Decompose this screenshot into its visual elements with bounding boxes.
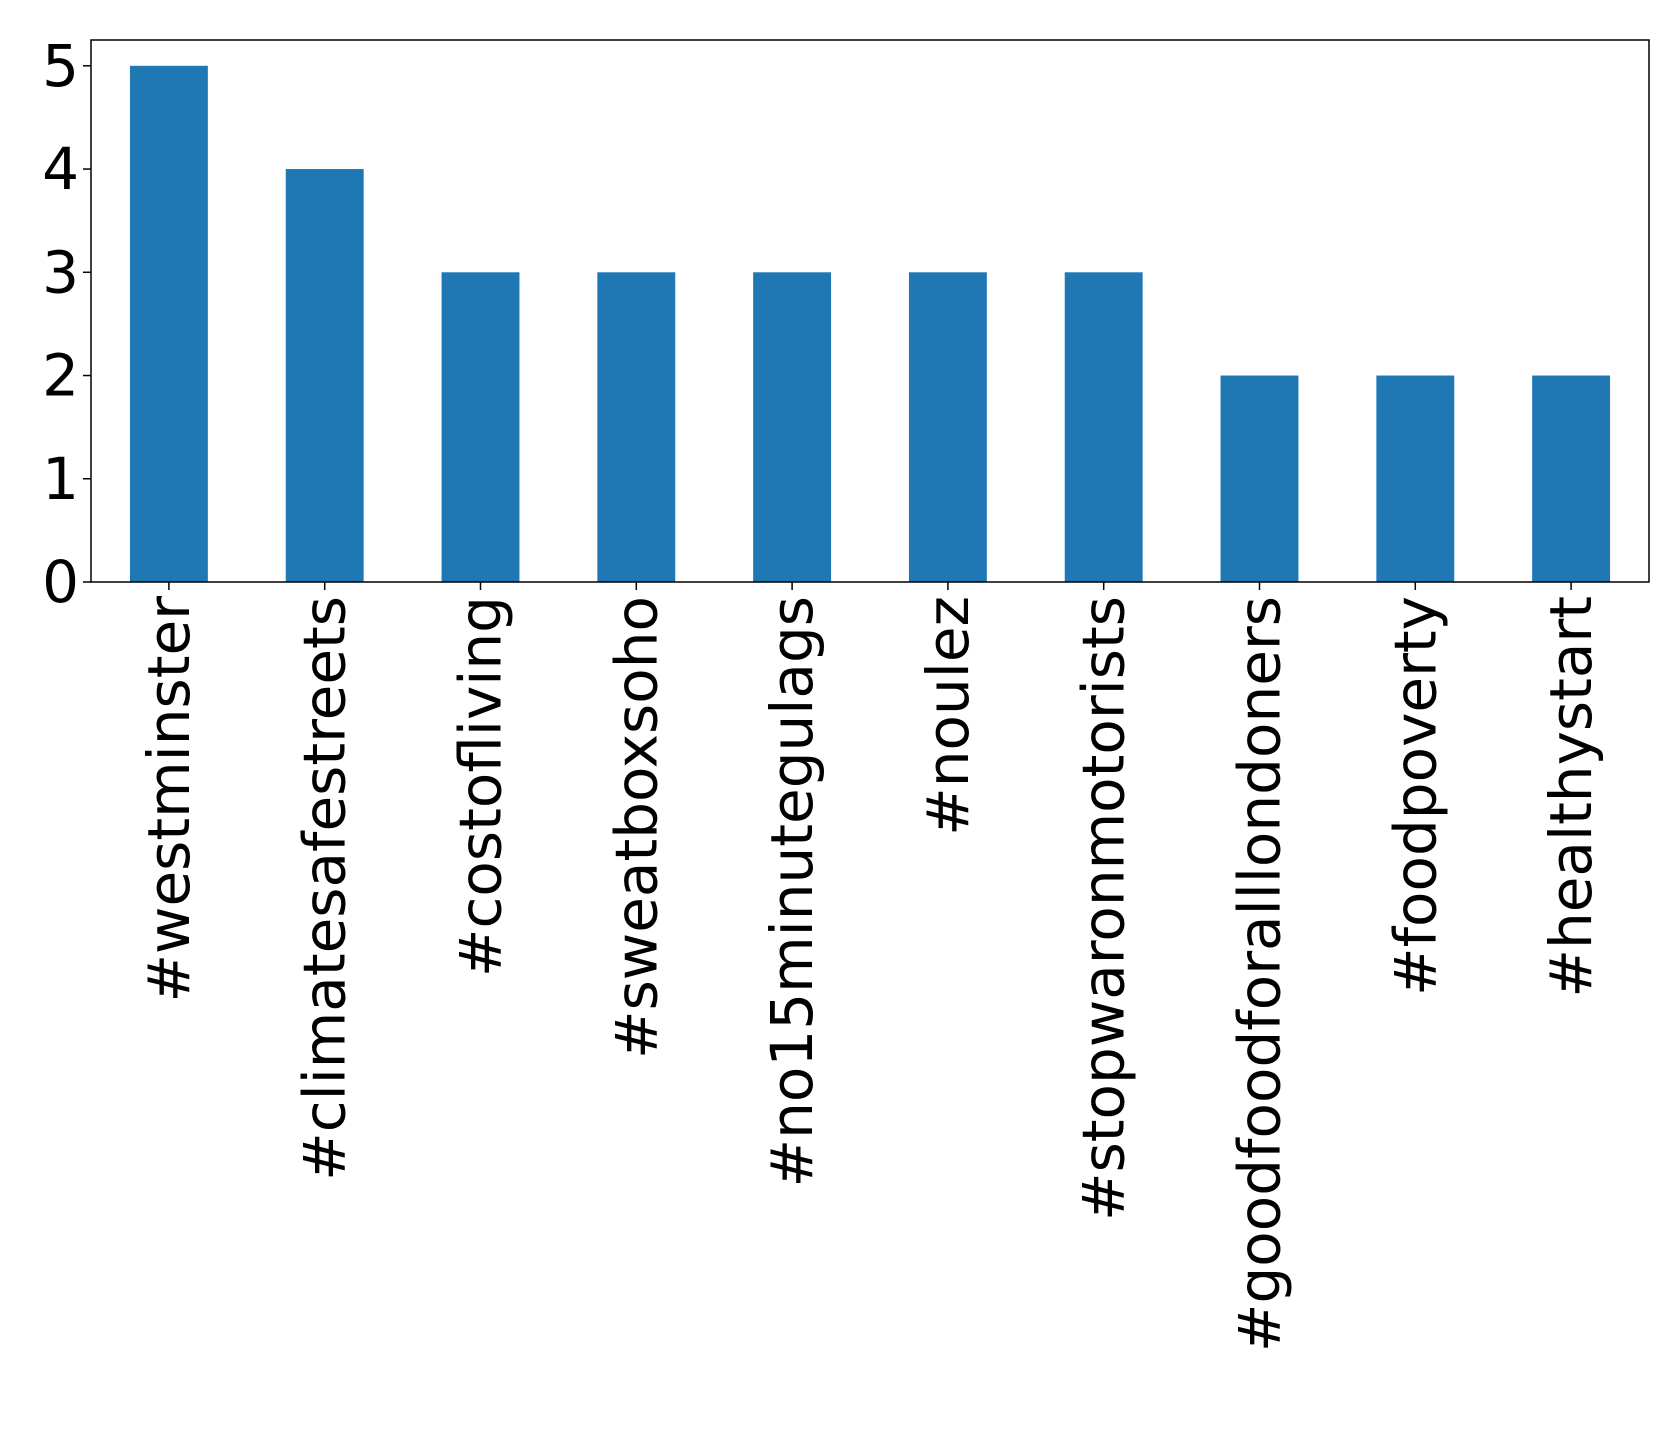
y-tick-label-5: 5 [42, 32, 79, 100]
x-tick-label-2: #costofliving [447, 596, 515, 977]
y-tick-label-3: 3 [42, 238, 79, 306]
x-tick-label-1: #climatesafestreets [291, 596, 359, 1181]
y-tick-label-2: 2 [42, 342, 79, 410]
bar-1 [285, 169, 364, 583]
bar-9 [1532, 375, 1611, 582]
bar-3 [597, 272, 676, 582]
plot-frame [90, 39, 1650, 583]
x-tick-label-5: #noulez [914, 596, 982, 836]
x-tick-label-7: #goodfoodforalllondoners [1226, 596, 1294, 1352]
y-axis: 0 1 2 3 4 5 [42, 32, 91, 616]
y-tick-label-1: 1 [42, 445, 79, 513]
bars-group [129, 65, 1611, 583]
y-tick-label-4: 4 [42, 135, 79, 203]
bar-6 [1064, 272, 1143, 582]
bar-8 [1376, 375, 1455, 582]
x-tick-label-3: #sweatboxsoho [602, 596, 670, 1059]
bar-2 [441, 272, 520, 582]
bar-7 [1220, 375, 1299, 582]
x-tick-label-9: #healthystart [1537, 596, 1605, 998]
bar-5 [908, 272, 987, 582]
x-axis: #westminster #climatesafestreets #costofli… [135, 582, 1605, 1352]
x-tick-label-8: #foodpoverty [1381, 596, 1449, 996]
bar-0 [129, 65, 208, 583]
x-tick-label-0: #westminster [135, 596, 203, 1003]
bar-4 [753, 272, 832, 582]
x-tick-label-4: #no15minutegulags [758, 596, 826, 1187]
x-tick-label-6: #stopwaronmotorists [1070, 596, 1138, 1221]
y-tick-label-0: 0 [42, 548, 79, 616]
